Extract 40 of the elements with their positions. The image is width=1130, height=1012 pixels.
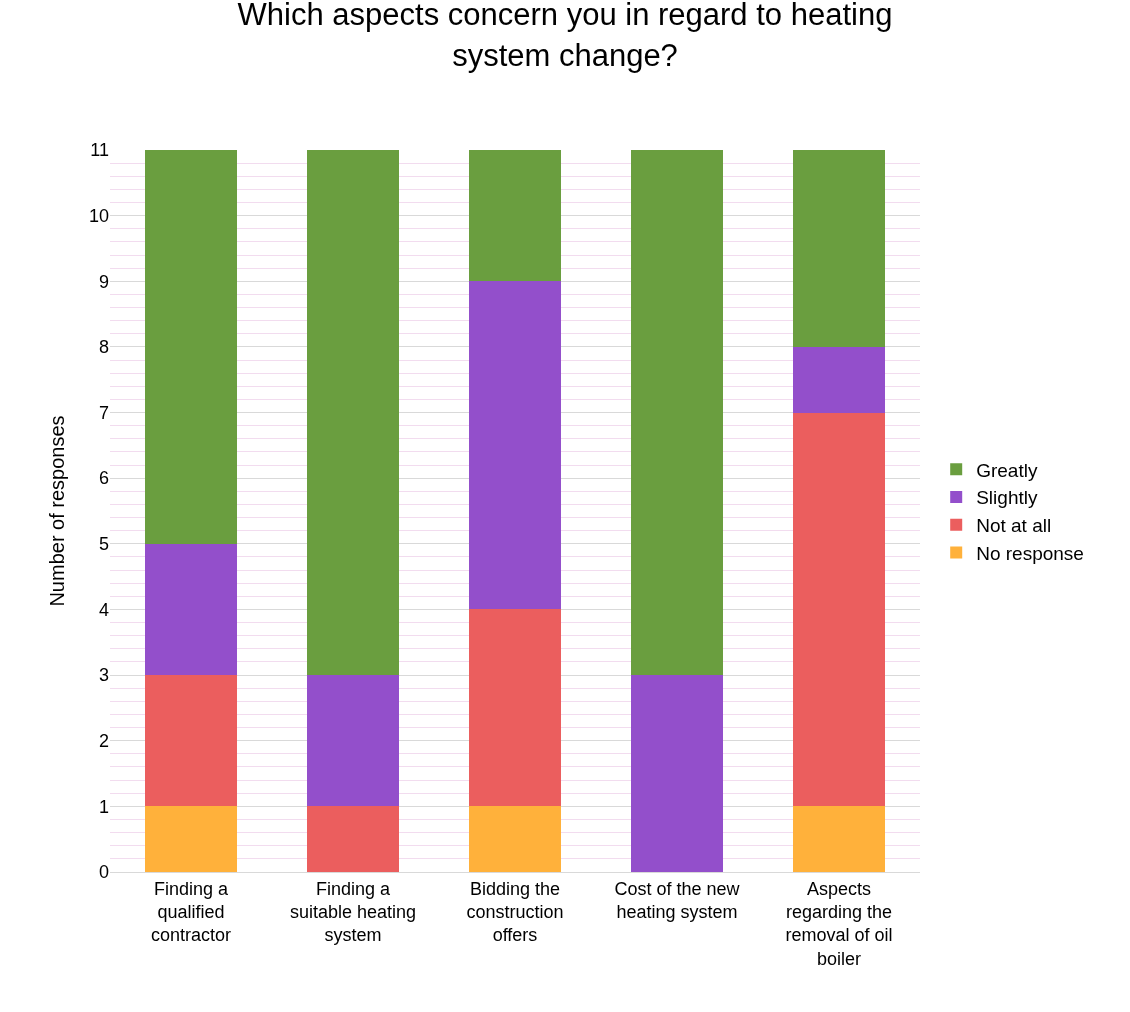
bar [306,806,400,872]
bar [468,281,562,610]
bar [630,675,724,872]
bar [306,150,400,676]
legend-label: Greatly [976,459,1038,481]
bar [630,150,724,676]
bar [792,346,886,413]
y-tick-label: 0 [98,862,109,883]
x-tick-label: Finding a suitable heating system [289,878,417,946]
bar [468,806,562,872]
x-tick-label: Finding a qualified contractor [150,878,232,946]
bar [306,675,400,807]
legend-label: No response [976,542,1084,564]
bar [792,412,886,807]
y-tick-label: 11 [90,140,109,161]
y-tick-label: 8 [98,337,109,358]
legend-label: Not at all [976,515,1052,537]
legend-label: Slightly [976,487,1038,509]
y-axis-title: Number of responses [46,415,69,607]
bar [144,806,238,872]
bar [792,150,886,347]
chart-title: Which aspects concern you in regard to heating system change? [237,0,893,73]
x-tick-label: Cost of the new heating system [614,878,741,922]
bar [792,806,886,872]
bar [144,150,238,544]
y-tick-label: 1 [98,796,109,817]
y-tick-label: 10 [88,205,109,226]
y-tick-label: 7 [98,402,109,423]
bar [144,543,238,676]
y-tick-label: 5 [98,534,109,555]
bar [468,609,562,807]
x-tick-label: Aspects regarding the removal of oil boiler [785,878,893,969]
bar [144,675,238,807]
y-tick-label: 3 [98,665,109,686]
y-tick-label: 9 [98,271,109,292]
bar [468,150,562,282]
x-tick-label: Bidding the construction offers [466,878,564,946]
y-tick-label: 2 [98,731,109,752]
y-tick-label: 6 [98,468,109,489]
y-tick-label: 4 [98,599,109,620]
